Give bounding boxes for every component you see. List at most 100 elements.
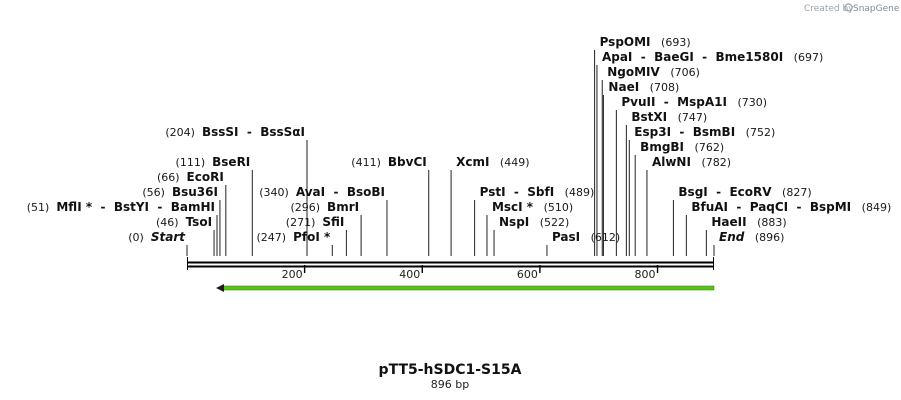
site-label-nspi[interactable]: NspI (522) (499, 215, 569, 229)
site-position: (747) (678, 111, 708, 124)
site-position: (204) (165, 126, 195, 139)
enzyme-name: BbvCI (388, 155, 427, 169)
enzyme-name: MspA1I (677, 95, 727, 109)
enzyme-name: EcoRI (187, 170, 224, 184)
enzyme-name: ApaI (602, 50, 632, 64)
site-position: (827) (782, 186, 812, 199)
enzyme-name: PspOMI (600, 35, 651, 49)
enzyme-name: TsoI (186, 215, 212, 229)
site-position: (56) (142, 186, 165, 199)
created-by-text: Created by (804, 4, 854, 14)
site-label-text: (46) TsoI (156, 215, 212, 229)
site-position: (51) (27, 201, 50, 214)
site-label-sfii[interactable]: (271) SfiI (286, 215, 345, 229)
site-label-text: BsgI - EcoRV (827) (678, 185, 811, 199)
site-label-bsgi[interactable]: BsgI - EcoRV (827) (678, 185, 811, 199)
site-label-mfli[interactable]: (51) MflI * - BstYI - BamHI (27, 200, 215, 214)
enzyme-name: BsmBI (693, 125, 735, 139)
site-label-text: End (896) (719, 230, 784, 244)
site-label-tsoi[interactable]: (46) TsoI (156, 215, 212, 229)
enzyme-name: Bme1580I (716, 50, 784, 64)
snapgene-logo-icon (844, 3, 853, 12)
site-label-bbvci[interactable]: (411) BbvCI (351, 155, 426, 169)
feature-bar[interactable] (220, 285, 715, 291)
site-label-text: (0) Start (128, 230, 186, 244)
site-label-ecori[interactable]: (66) EcoRI (157, 170, 224, 184)
site-label-avai[interactable]: (340) AvaI - BsoBI (259, 185, 385, 199)
site-label-ngomiv[interactable]: NgoMIV (706) (607, 65, 700, 79)
enzyme-name: AlwNI (652, 155, 691, 169)
site-position: (708) (650, 81, 680, 94)
site-label-bstxi[interactable]: BstXI (747) (631, 110, 707, 124)
enzyme-name: MscI * (492, 200, 534, 214)
enzyme-labels: (0) Start(46) TsoI(51) MflI * - BstYI - … (27, 35, 891, 244)
enzyme-name: SbfI (527, 185, 554, 199)
sequence-backbone (187, 257, 714, 270)
site-label-pspomi[interactable]: PspOMI (693) (600, 35, 691, 49)
site-position: (0) (128, 231, 144, 244)
enzyme-name: HaeII (711, 215, 746, 229)
enzyme-name: PfoI * (293, 230, 331, 244)
enzyme-name: BaeGI (654, 50, 694, 64)
site-label-esp3i[interactable]: Esp3I - BsmBI (752) (634, 125, 775, 139)
site-label-text: PasI (612) (552, 230, 620, 244)
site-position: (896) (755, 231, 785, 244)
site-label-text: (51) MflI * - BstYI - BamHI (27, 200, 215, 214)
site-label-start[interactable]: (0) Start (128, 230, 186, 244)
site-label-bsu36i[interactable]: (56) Bsu36I (142, 185, 218, 199)
site-position: (730) (737, 96, 767, 109)
enzyme-name: BspMI (810, 200, 851, 214)
site-label-text: AlwNI (782) (652, 155, 731, 169)
site-lines (186, 50, 715, 256)
site-label-msci[interactable]: MscI * (510) (492, 200, 573, 214)
site-label-haeii[interactable]: HaeII (883) (711, 215, 786, 229)
site-label-text: (204) BssSI - BssSαI (165, 125, 305, 139)
enzyme-name: PvuII (621, 95, 655, 109)
ruler-tick-label: 200 (282, 268, 303, 281)
site-label-text: MscI * (510) (492, 200, 573, 214)
enzyme-name: BseRI (212, 155, 250, 169)
site-position: (762) (695, 141, 725, 154)
site-label-bmri[interactable]: (296) BmrI (290, 200, 359, 214)
enzyme-name: Esp3I (634, 125, 671, 139)
site-label-xcmi[interactable]: XcmI (449) (456, 155, 529, 169)
site-label-bsssi[interactable]: (204) BssSI - BssSαI (165, 125, 305, 139)
feature-arrow[interactable] (215, 284, 715, 292)
site-label-pvuii[interactable]: PvuII - MspA1I (730) (621, 95, 767, 109)
site-position: (46) (156, 216, 179, 229)
enzyme-name: AvaI (296, 185, 325, 199)
site-label-end[interactable]: End (896) (719, 230, 784, 244)
enzyme-name: Start (151, 230, 186, 244)
enzyme-name: BssSI (202, 125, 239, 139)
site-label-apai[interactable]: ApaI - BaeGI - Bme1580I (697) (602, 50, 823, 64)
site-label-naei[interactable]: NaeI (708) (608, 80, 679, 94)
snapgene-brand-text: SnapGene (853, 4, 900, 14)
site-label-text: PspOMI (693) (600, 35, 691, 49)
site-label-psti[interactable]: PstI - SbfI (489) (480, 185, 595, 199)
site-position: (706) (670, 66, 700, 79)
site-label-bfuai[interactable]: BfuAI - PaqCI - BspMI (849) (691, 200, 891, 214)
site-label-bseri[interactable]: (111) BseRI (176, 155, 251, 169)
plasmid-length: 896 bp (431, 378, 469, 391)
site-label-alwni[interactable]: AlwNI (782) (652, 155, 731, 169)
site-label-text: NgoMIV (706) (607, 65, 700, 79)
ruler: 200 400 600 800 (282, 265, 659, 281)
site-label-text: (111) BseRI (176, 155, 251, 169)
enzyme-name: BamHI (171, 200, 215, 214)
site-position: (752) (746, 126, 776, 139)
enzyme-name: PasI (552, 230, 580, 244)
site-label-text: BstXI (747) (631, 110, 707, 124)
enzyme-name: NaeI (608, 80, 639, 94)
enzyme-name: BssSαI (260, 125, 305, 139)
site-label-bmgbi[interactable]: BmgBI (762) (640, 140, 724, 154)
ruler-tick-label: 800 (635, 268, 656, 281)
enzyme-name: PstI (480, 185, 506, 199)
site-label-pasi[interactable]: PasI (612) (552, 230, 620, 244)
site-position: (271) (286, 216, 316, 229)
site-label-text: ApaI - BaeGI - Bme1580I (697) (602, 50, 823, 64)
site-position: (693) (661, 36, 691, 49)
site-position: (340) (259, 186, 289, 199)
site-label-pfoi[interactable]: (247) PfoI * (256, 230, 330, 244)
enzyme-name: BsgI (678, 185, 707, 199)
